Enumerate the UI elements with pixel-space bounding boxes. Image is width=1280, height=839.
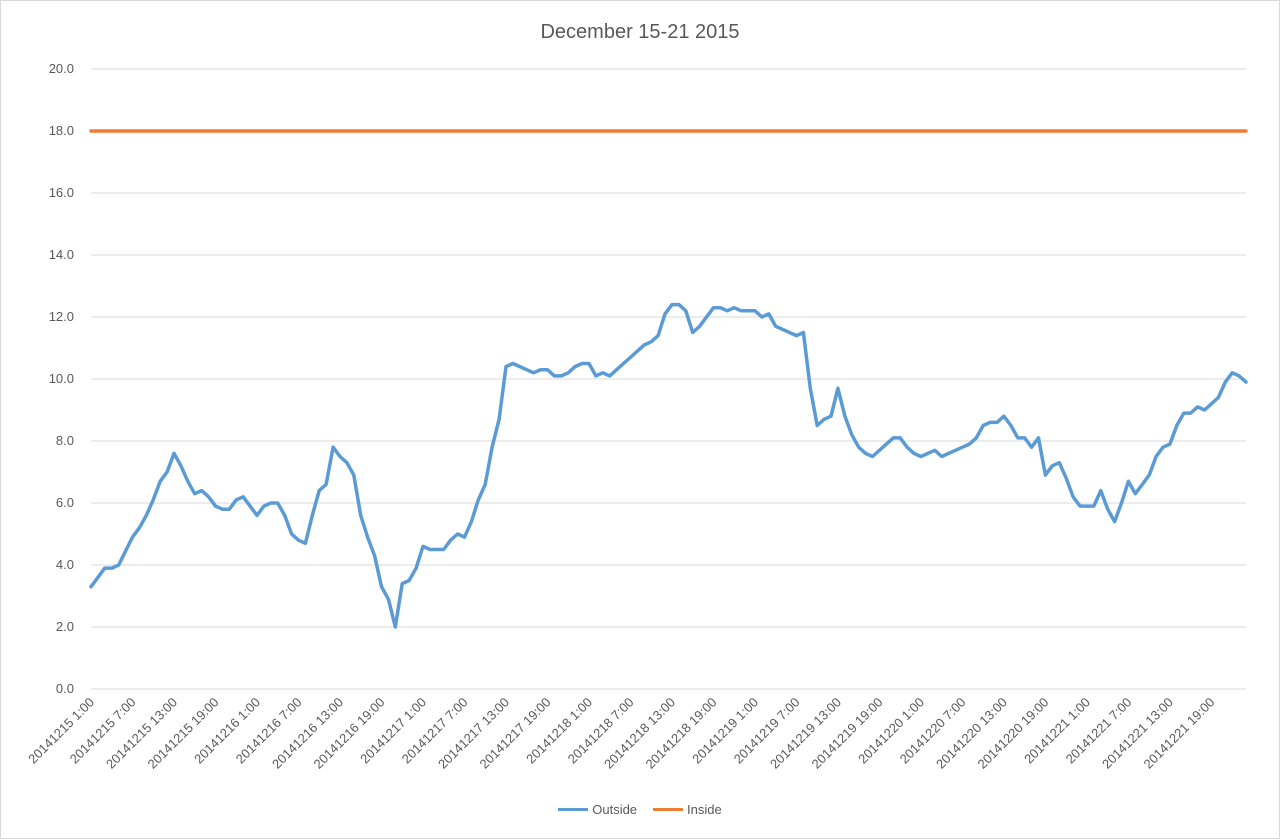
x-tick-label: 20141219 19:00	[809, 695, 886, 772]
y-tick-label: 10.0	[49, 371, 74, 386]
legend-item-inside[interactable]: Inside	[653, 802, 722, 817]
legend-swatch-outside	[558, 808, 589, 811]
x-tick-label: 20141219 13:00	[767, 695, 844, 772]
x-tick-label: 20141221 13:00	[1099, 695, 1176, 772]
x-tick-label: 20141220 13:00	[933, 695, 1010, 772]
x-tick-label: 20141216 19:00	[311, 695, 388, 772]
x-tick-label: 20141220 19:00	[974, 695, 1051, 772]
x-tick-label: 20141215 13:00	[103, 695, 180, 772]
x-tick-label: 20141216 13:00	[269, 695, 346, 772]
y-tick-label: 6.0	[56, 495, 74, 510]
y-tick-label: 20.0	[49, 61, 74, 76]
x-tick-label: 20141215 19:00	[145, 695, 222, 772]
x-tick-label: 20141217 19:00	[477, 695, 554, 772]
chart-title: December 15-21 2015	[540, 21, 740, 43]
y-tick-label: 0.0	[56, 681, 74, 696]
legend-item-outside[interactable]: Outside	[558, 802, 637, 817]
y-tick-label: 4.0	[56, 557, 74, 572]
y-tick-label: 14.0	[49, 247, 74, 262]
y-tick-label: 18.0	[49, 123, 74, 138]
x-tick-label: 20141218 13:00	[601, 695, 678, 772]
y-tick-label: 16.0	[49, 185, 74, 200]
x-tick-label: 20141218 19:00	[643, 695, 720, 772]
legend: Outside Inside	[1, 802, 1279, 817]
y-tick-label: 12.0	[49, 309, 74, 324]
legend-label-inside: Inside	[687, 802, 722, 817]
legend-label-outside: Outside	[592, 802, 638, 817]
x-tick-label: 20141217 13:00	[435, 695, 512, 772]
y-tick-label: 8.0	[56, 433, 74, 448]
x-tick-label: 20141221 19:00	[1140, 695, 1217, 772]
legend-swatch-inside	[653, 808, 684, 811]
series-line-outside	[89, 302, 1248, 629]
y-tick-label: 2.0	[56, 619, 74, 634]
